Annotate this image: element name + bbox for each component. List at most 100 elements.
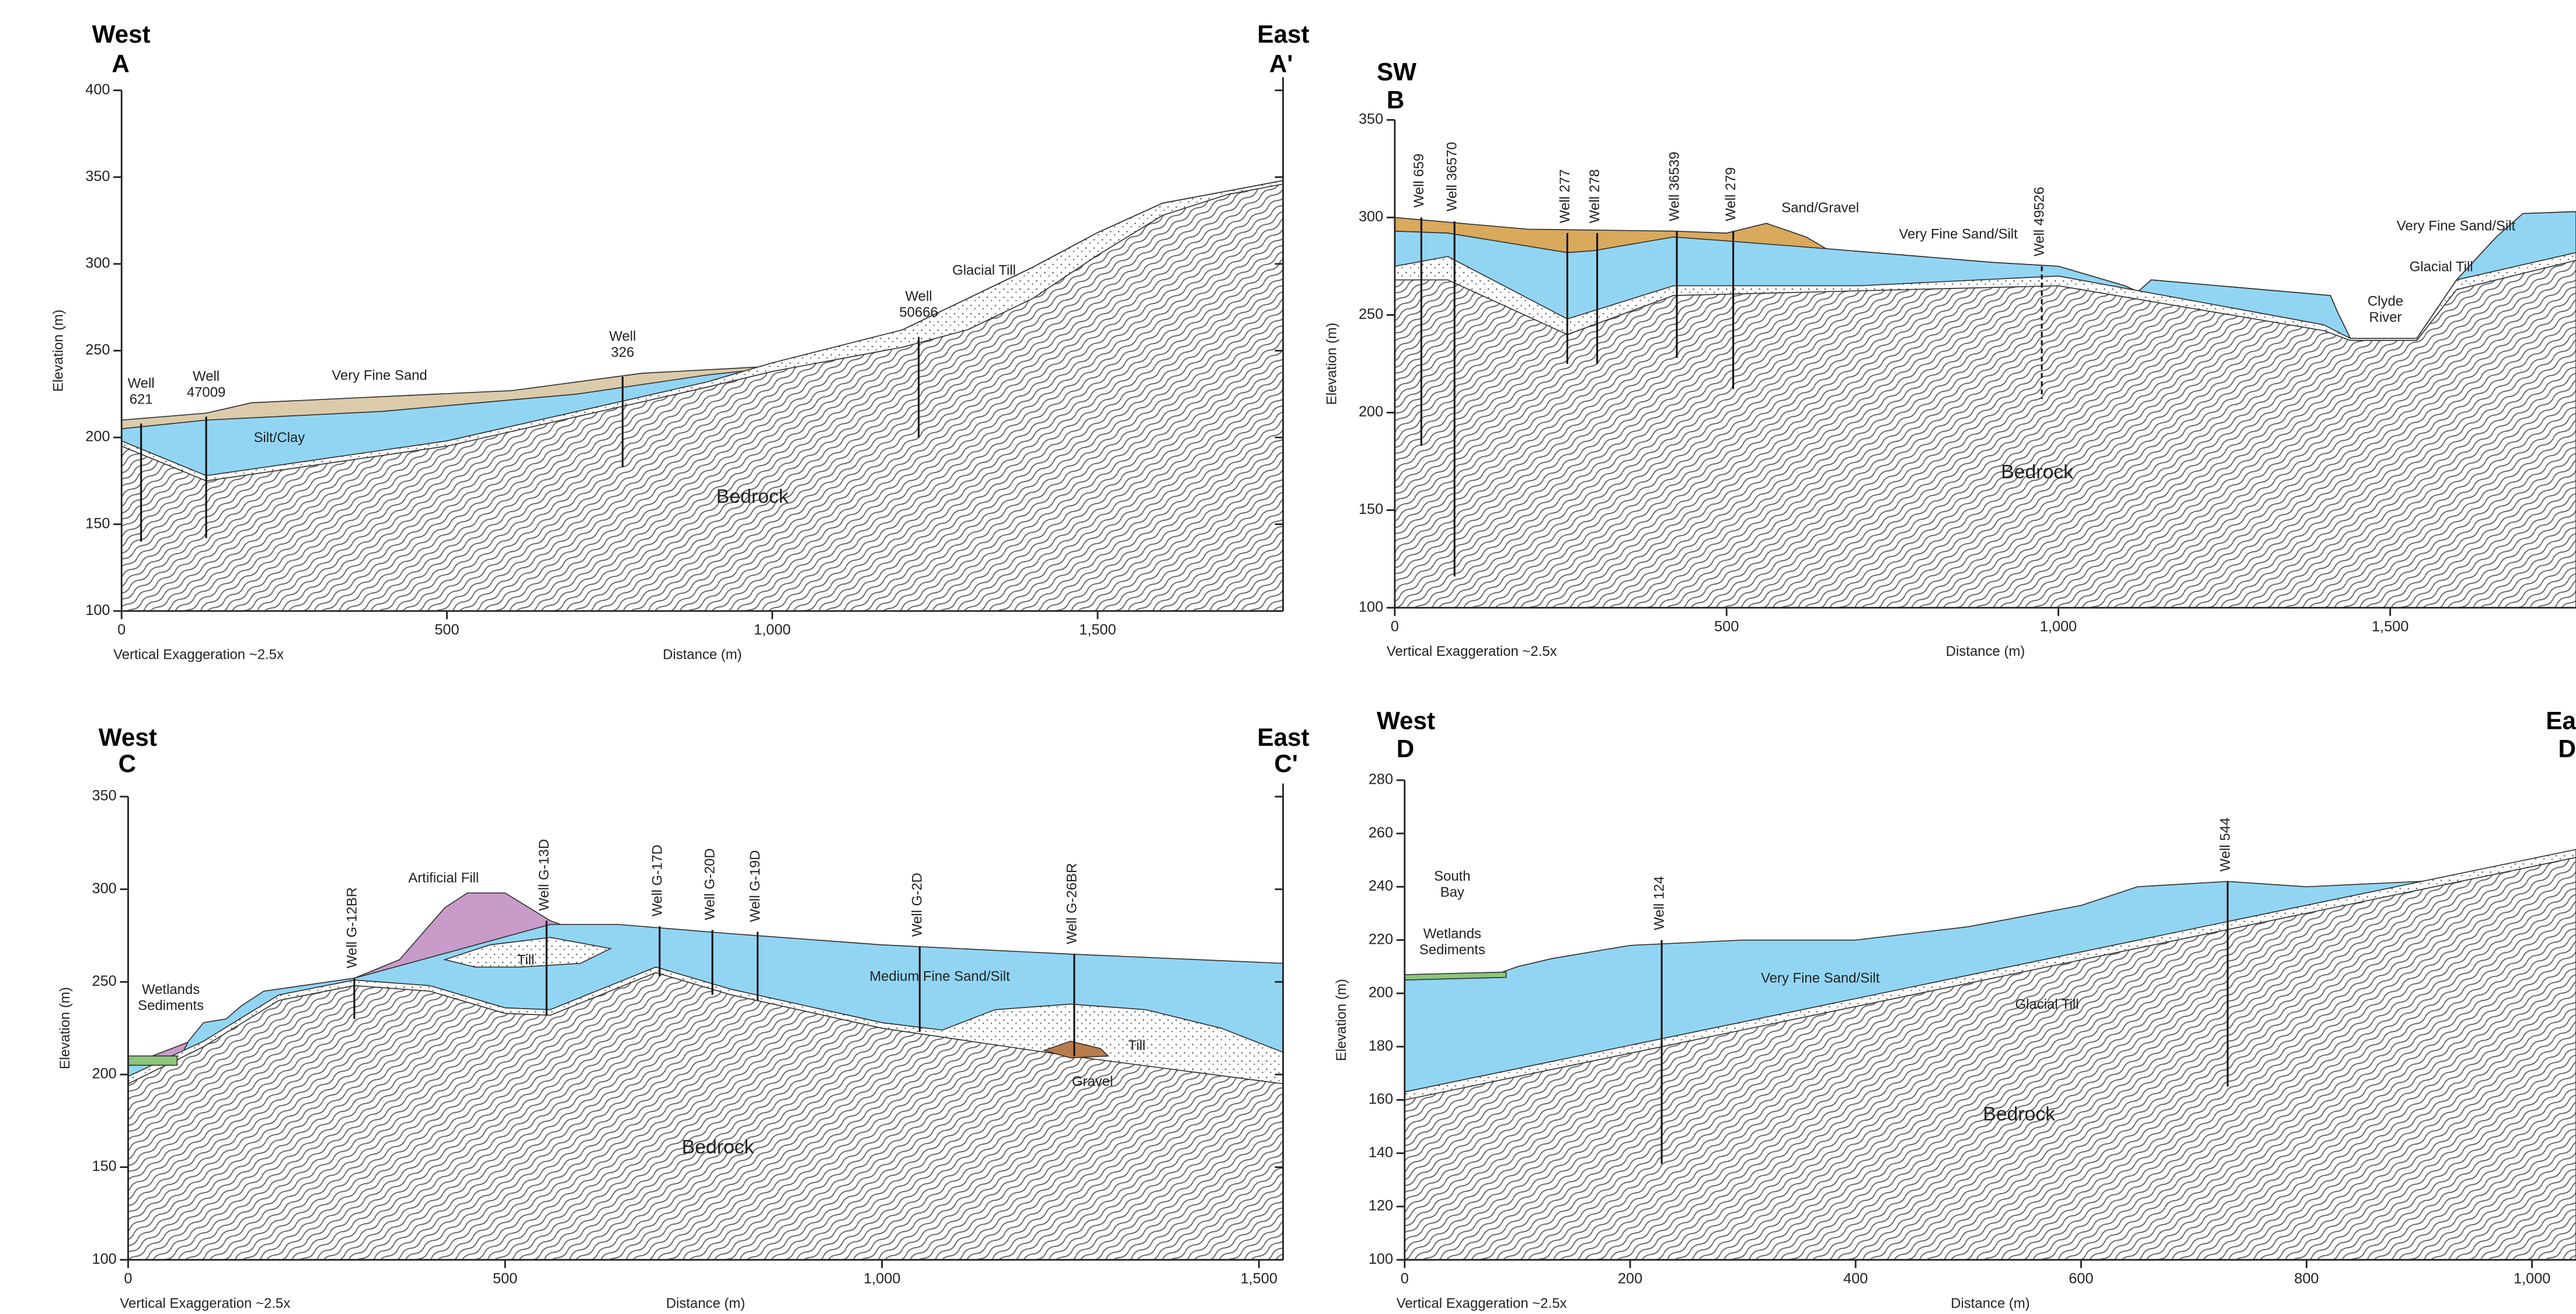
y-tick-label: 250 (1359, 306, 1383, 322)
x-tick-label: 200 (1618, 1271, 1642, 1287)
x-tick-label: 600 (2069, 1271, 2093, 1287)
unit-label: Till (517, 953, 535, 968)
x-axis-label: Distance (m) (666, 1295, 746, 1311)
well-label: Well 36539 (1666, 152, 1682, 221)
x-tick-label: 1,500 (2372, 618, 2408, 635)
section-end: West (92, 20, 151, 48)
section-end: East (1257, 724, 1309, 751)
y-tick-label: 180 (1369, 1038, 1393, 1054)
note: Vertical Exaggeration ~2.5x (1397, 1295, 1567, 1311)
y-tick-label: 160 (1369, 1091, 1393, 1107)
y-tick-label: 300 (85, 255, 110, 272)
layers (1405, 850, 2576, 1260)
well-label: Well G-2D (910, 872, 925, 937)
well-label: Well 49526 (2032, 187, 2048, 256)
y-axis-label: Elevation (m) (1334, 979, 1349, 1061)
section-letter: C (119, 750, 136, 777)
unit-label: Very Fine Sand/Silt (1899, 227, 2018, 242)
x-tick-label: 1,500 (1241, 1271, 1277, 1287)
well-label: Well 36570 (1444, 142, 1460, 211)
y-tick-label: 100 (92, 1251, 117, 1267)
x-tick-label: 800 (2294, 1271, 2319, 1287)
y-tick-label: 300 (1359, 208, 1383, 225)
y-axis-label: Elevation (m) (51, 310, 67, 392)
unit-label: Bedrock (682, 1136, 754, 1158)
y-tick-label: 280 (1369, 771, 1393, 788)
y-tick-label: 100 (85, 602, 110, 618)
section-end: East (1257, 20, 1309, 48)
y-tick-label: 250 (85, 342, 110, 358)
unit-label: Glacial Till (952, 262, 1016, 278)
y-tick-label: 140 (1369, 1144, 1393, 1160)
section-end: West (1377, 707, 1435, 735)
well-label: Well G-19D (747, 850, 763, 922)
section-end: Ea (2546, 707, 2576, 735)
y-tick-label: 200 (85, 429, 110, 445)
well-label: Well47009 (187, 369, 225, 400)
y-tick-label: 120 (1369, 1198, 1393, 1214)
note: Vertical Exaggeration ~2.5x (120, 1295, 290, 1311)
x-tick-label: 1,500 (1079, 622, 1116, 638)
figure: 100 150 200 250 300 350 400 0 500 1,000 1,500 Eleva… (0, 0, 2576, 1314)
x-tick-label: 1,000 (864, 1271, 900, 1287)
y-tick-label: 150 (85, 515, 110, 531)
section-letter: C' (1274, 750, 1298, 777)
well-label: Well G-26BR (1064, 863, 1080, 944)
layers (121, 180, 1283, 611)
x-axis-label: Distance (m) (1946, 644, 2025, 659)
well-label: Well G-12BR (344, 887, 360, 968)
layer (128, 1056, 177, 1065)
well-label: Well 659 (1411, 154, 1427, 208)
well-label: Well G-17D (649, 844, 665, 916)
well-label: Well 124 (1652, 876, 1668, 930)
section-letter: A' (1269, 50, 1293, 78)
note: Vertical Exaggeration ~2.5x (113, 647, 284, 663)
y-tick-label: 400 (85, 81, 110, 98)
y-tick-label: 350 (85, 168, 110, 185)
x-tick-label: 1,000 (2040, 618, 2077, 635)
x-tick-label: 400 (1843, 1271, 1868, 1287)
section-end: SW (1377, 58, 1416, 86)
y-tick-label: 100 (1359, 599, 1383, 615)
x-axis-label: Distance (m) (1951, 1295, 2030, 1311)
well-label: Well 277 (1557, 169, 1573, 224)
y-tick-label: 150 (92, 1158, 117, 1174)
unit-label: Very Fine Sand/Silt (1761, 971, 1880, 986)
x-tick-label: 1,000 (754, 622, 791, 638)
y-tick-label: 260 (1369, 825, 1393, 841)
y-tick-label: 150 (1359, 501, 1383, 517)
well-label: Well 544 (2218, 818, 2233, 872)
well-label: Well 278 (1587, 169, 1603, 224)
layer (121, 184, 1283, 611)
section-letter: D (2558, 735, 2576, 762)
x-tick-label: 0 (124, 1271, 132, 1287)
y-tick-label: 200 (92, 1066, 117, 1082)
unit-label: Artificial Fill (408, 870, 479, 886)
note: Vertical Exaggeration ~2.5x (1387, 644, 1557, 659)
unit-label: Glacial Till (2410, 259, 2473, 275)
x-axis-label: Distance (m) (663, 647, 742, 663)
unit-label: Till (1128, 1038, 1146, 1054)
y-tick-label: 100 (1369, 1251, 1393, 1267)
unit-label: Bedrock (2001, 461, 2073, 483)
well-label: Well G-20D (702, 849, 718, 920)
section-letter: B (1387, 86, 1404, 114)
well-label: Well 279 (1723, 167, 1739, 221)
y-tick-label: 250 (92, 973, 117, 989)
unit-label: Gravel (1072, 1074, 1113, 1090)
x-tick-label: 500 (493, 1271, 517, 1287)
x-tick-label: 0 (1391, 618, 1399, 635)
y-axis-label: Elevation (m) (57, 987, 73, 1069)
unit-label: Glacial Till (2015, 997, 2079, 1013)
y-tick-label: 200 (1369, 985, 1393, 1001)
section-letter: A (112, 50, 129, 78)
